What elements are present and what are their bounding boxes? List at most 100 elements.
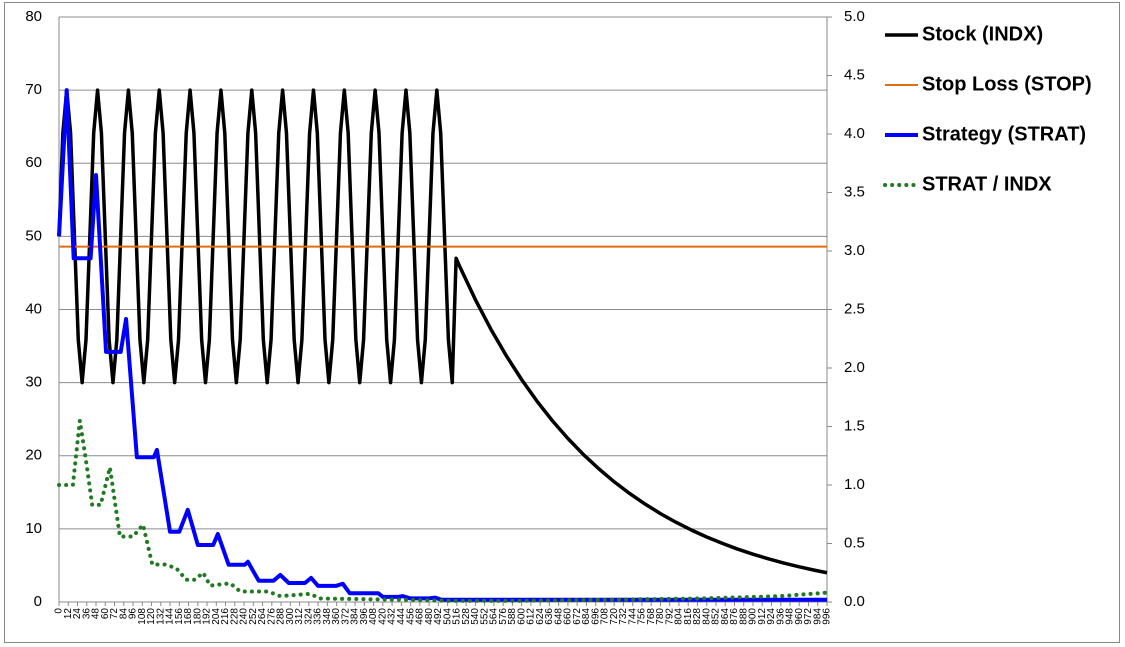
x-tick-label: 948 — [785, 608, 796, 625]
x-tick-label: 36 — [81, 608, 92, 620]
y2-tick-label: 4.5 — [844, 66, 865, 83]
x-tick-label: 132 — [155, 608, 166, 625]
y2-tick-label: 3.0 — [844, 242, 865, 259]
x-tick-label: 324 — [303, 608, 314, 625]
y2-tick-label: 0.0 — [844, 593, 865, 610]
x-tick-label: 804 — [674, 608, 685, 625]
y2-tick-label: 5.0 — [844, 8, 865, 25]
x-tick-label: 660 — [563, 608, 574, 625]
x-tick-label: 708 — [600, 608, 611, 625]
series-line — [57, 88, 827, 602]
x-tick-label: 228 — [229, 608, 240, 625]
x-tick-label: 540 — [470, 608, 481, 625]
x-tick-label: 840 — [701, 608, 712, 625]
x-tick-label: 396 — [359, 608, 370, 625]
x-tick-label: 180 — [192, 608, 203, 625]
x-tick-label: 168 — [183, 608, 194, 625]
x-tick-label: 480 — [424, 608, 435, 625]
series-line — [57, 88, 828, 575]
x-tick-label: 888 — [738, 608, 749, 625]
x-tick-label: 384 — [350, 608, 361, 625]
x-tick-label: 252 — [248, 608, 259, 625]
x-tick-label: 552 — [479, 608, 490, 625]
y2-tick-label: 4.0 — [844, 125, 865, 142]
x-tick-label: 312 — [294, 608, 305, 625]
y-tick-label: 20 — [25, 447, 42, 464]
legend-label: Stock (INDX) — [922, 23, 1043, 45]
x-tick-label: 792 — [664, 608, 675, 625]
x-tick-label: 876 — [729, 608, 740, 625]
x-tick-label: 60 — [100, 608, 111, 620]
y2-tick-label: 2.0 — [844, 359, 865, 376]
x-tick-label: 684 — [581, 608, 592, 625]
x-tick-label: 576 — [498, 608, 509, 625]
y-tick-label: 50 — [25, 227, 42, 244]
x-tick-label: 852 — [711, 608, 722, 625]
x-tick-label: 84 — [118, 608, 129, 620]
x-tick-label: 900 — [748, 608, 759, 625]
x-tick-label: 360 — [331, 608, 342, 625]
x-tick-label: 204 — [211, 608, 222, 625]
x-tick-label: 372 — [340, 608, 351, 625]
x-tick-label: 408 — [368, 608, 379, 625]
x-tick-label: 192 — [202, 608, 213, 625]
x-tick-label: 456 — [405, 608, 416, 625]
x-tick-label: 216 — [220, 608, 231, 625]
x-tick-label: 288 — [276, 608, 287, 625]
x-tick-label: 264 — [257, 608, 268, 625]
x-tick-label: 828 — [692, 608, 703, 625]
y-tick-label: 0 — [34, 593, 42, 610]
y-tick-label: 10 — [25, 520, 42, 537]
x-tick-label: 336 — [313, 608, 324, 625]
x-tick-label: 600 — [516, 608, 527, 625]
x-tick-label: 780 — [655, 608, 666, 625]
y-tick-label: 70 — [25, 81, 42, 98]
x-tick-label: 564 — [489, 608, 500, 625]
y-tick-label: 80 — [25, 8, 42, 25]
x-tick-label: 588 — [507, 608, 518, 625]
y2-tick-label: 3.5 — [844, 183, 865, 200]
x-tick-label: 492 — [433, 608, 444, 625]
x-tick-label: 612 — [526, 608, 537, 625]
y2-tick-label: 2.5 — [844, 300, 865, 317]
x-tick-label: 120 — [146, 608, 157, 625]
x-tick-label: 156 — [174, 608, 185, 625]
x-tick-label: 984 — [812, 608, 823, 625]
x-tick-label: 936 — [775, 608, 786, 625]
y2-tick-label: 0.5 — [844, 534, 865, 551]
x-tick-label: 516 — [452, 608, 463, 625]
x-tick-label: 108 — [137, 608, 148, 625]
x-tick-label: 468 — [415, 608, 426, 625]
x-tick-label: 648 — [553, 608, 564, 625]
x-tick-label: 768 — [646, 608, 657, 625]
legend-label: STRAT / INDX — [922, 173, 1052, 195]
x-tick-label: 696 — [590, 608, 601, 625]
y-tick-label: 40 — [25, 300, 42, 317]
x-tick-label: 912 — [757, 608, 768, 625]
x-tick-label: 624 — [535, 608, 546, 625]
x-tick-label: 864 — [720, 608, 731, 625]
x-tick-label: 348 — [322, 608, 333, 625]
x-tick-label: 744 — [627, 608, 638, 625]
x-tick-label: 48 — [91, 608, 102, 620]
x-tick-label: 444 — [396, 608, 407, 625]
x-tick-label: 528 — [461, 608, 472, 625]
x-tick-label: 960 — [794, 608, 805, 625]
x-tick-label: 144 — [165, 608, 176, 625]
x-tick-label: 816 — [683, 608, 694, 625]
x-tick-label: 300 — [285, 608, 296, 625]
y2-tick-label: 1.0 — [844, 476, 865, 493]
series-line — [57, 420, 829, 603]
x-tick-label: 12 — [63, 608, 74, 620]
x-tick-label: 432 — [387, 608, 398, 625]
y2-tick-label: 1.5 — [844, 417, 865, 434]
x-tick-label: 276 — [266, 608, 277, 625]
x-tick-label: 672 — [572, 608, 583, 625]
x-tick-label: 732 — [618, 608, 629, 625]
x-tick-label: 24 — [72, 608, 83, 620]
x-tick-label: 996 — [822, 608, 833, 625]
x-tick-label: 72 — [109, 608, 120, 620]
x-tick-label: 972 — [803, 608, 814, 625]
legend-label: Stop Loss (STOP) — [922, 73, 1092, 95]
